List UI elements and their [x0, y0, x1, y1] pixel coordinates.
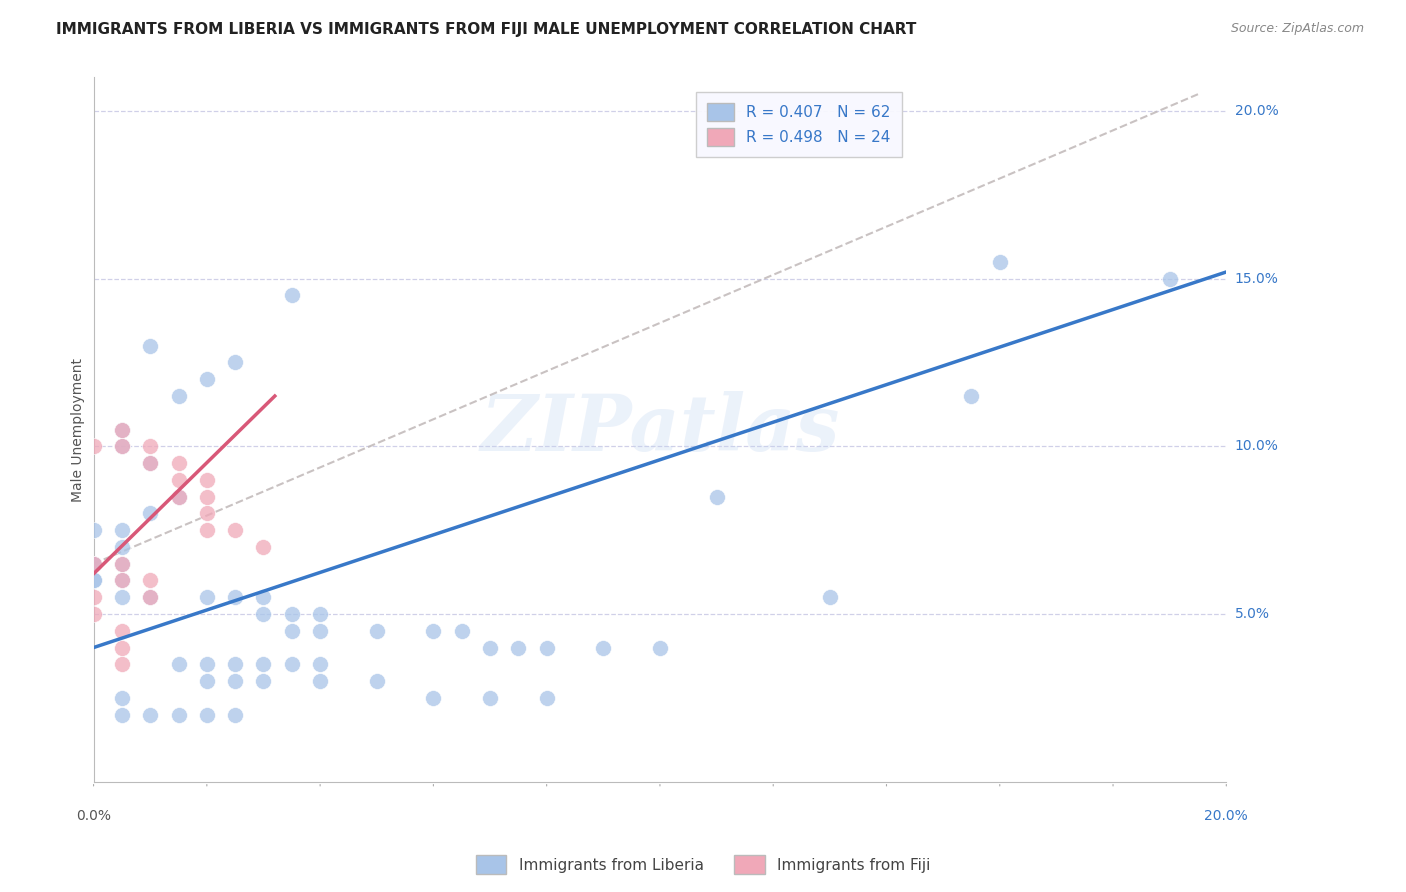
Text: 10.0%: 10.0%	[1234, 440, 1278, 453]
Point	[111, 523, 134, 537]
Point	[309, 624, 332, 638]
Point	[139, 574, 162, 588]
Point	[167, 707, 190, 722]
Point	[252, 674, 274, 689]
Legend: R = 0.407   N = 62, R = 0.498   N = 24: R = 0.407 N = 62, R = 0.498 N = 24	[696, 92, 901, 157]
Point	[508, 640, 530, 655]
Point	[224, 355, 246, 369]
Point	[195, 490, 218, 504]
Point	[450, 624, 472, 638]
Y-axis label: Male Unemployment: Male Unemployment	[72, 358, 86, 501]
Point	[309, 674, 332, 689]
Point	[422, 690, 444, 705]
Point	[536, 690, 558, 705]
Point	[818, 591, 841, 605]
Point	[167, 456, 190, 470]
Point	[366, 624, 388, 638]
Point	[252, 540, 274, 554]
Point	[167, 657, 190, 672]
Point	[224, 523, 246, 537]
Point	[83, 557, 105, 571]
Point	[281, 607, 304, 621]
Point	[195, 523, 218, 537]
Point	[83, 574, 105, 588]
Point	[1159, 271, 1181, 285]
Point	[139, 591, 162, 605]
Point	[111, 640, 134, 655]
Point	[111, 624, 134, 638]
Point	[111, 423, 134, 437]
Point	[224, 707, 246, 722]
Point	[252, 591, 274, 605]
Point	[309, 607, 332, 621]
Point	[83, 557, 105, 571]
Point	[83, 591, 105, 605]
Point	[167, 490, 190, 504]
Point	[960, 389, 983, 403]
Text: 15.0%: 15.0%	[1234, 272, 1278, 285]
Point	[224, 591, 246, 605]
Text: IMMIGRANTS FROM LIBERIA VS IMMIGRANTS FROM FIJI MALE UNEMPLOYMENT CORRELATION CH: IMMIGRANTS FROM LIBERIA VS IMMIGRANTS FR…	[56, 22, 917, 37]
Point	[309, 657, 332, 672]
Point	[139, 507, 162, 521]
Point	[111, 657, 134, 672]
Point	[479, 640, 502, 655]
Point	[252, 657, 274, 672]
Text: 0.0%: 0.0%	[76, 809, 111, 823]
Point	[252, 607, 274, 621]
Text: 5.0%: 5.0%	[1234, 607, 1270, 621]
Point	[167, 389, 190, 403]
Point	[648, 640, 671, 655]
Point	[479, 690, 502, 705]
Point	[111, 690, 134, 705]
Point	[111, 439, 134, 453]
Text: 20.0%: 20.0%	[1234, 104, 1278, 118]
Point	[83, 523, 105, 537]
Point	[111, 423, 134, 437]
Point	[224, 674, 246, 689]
Point	[111, 574, 134, 588]
Point	[111, 540, 134, 554]
Point	[281, 657, 304, 672]
Point	[167, 490, 190, 504]
Legend: Immigrants from Liberia, Immigrants from Fiji: Immigrants from Liberia, Immigrants from…	[470, 849, 936, 880]
Point	[111, 574, 134, 588]
Point	[988, 255, 1011, 269]
Point	[195, 473, 218, 487]
Point	[139, 591, 162, 605]
Text: ZIPatlas: ZIPatlas	[481, 392, 839, 467]
Point	[139, 456, 162, 470]
Point	[422, 624, 444, 638]
Point	[592, 640, 614, 655]
Text: 20.0%: 20.0%	[1205, 809, 1249, 823]
Point	[83, 439, 105, 453]
Point	[139, 339, 162, 353]
Text: Source: ZipAtlas.com: Source: ZipAtlas.com	[1230, 22, 1364, 36]
Point	[139, 439, 162, 453]
Point	[706, 490, 728, 504]
Point	[111, 557, 134, 571]
Point	[83, 607, 105, 621]
Point	[167, 473, 190, 487]
Point	[111, 707, 134, 722]
Point	[83, 557, 105, 571]
Point	[195, 507, 218, 521]
Point	[195, 657, 218, 672]
Point	[195, 707, 218, 722]
Point	[111, 557, 134, 571]
Point	[281, 288, 304, 302]
Point	[83, 574, 105, 588]
Point	[111, 591, 134, 605]
Point	[195, 591, 218, 605]
Point	[195, 372, 218, 386]
Point	[111, 439, 134, 453]
Point	[536, 640, 558, 655]
Point	[224, 657, 246, 672]
Point	[139, 456, 162, 470]
Point	[139, 707, 162, 722]
Point	[281, 624, 304, 638]
Point	[195, 674, 218, 689]
Point	[366, 674, 388, 689]
